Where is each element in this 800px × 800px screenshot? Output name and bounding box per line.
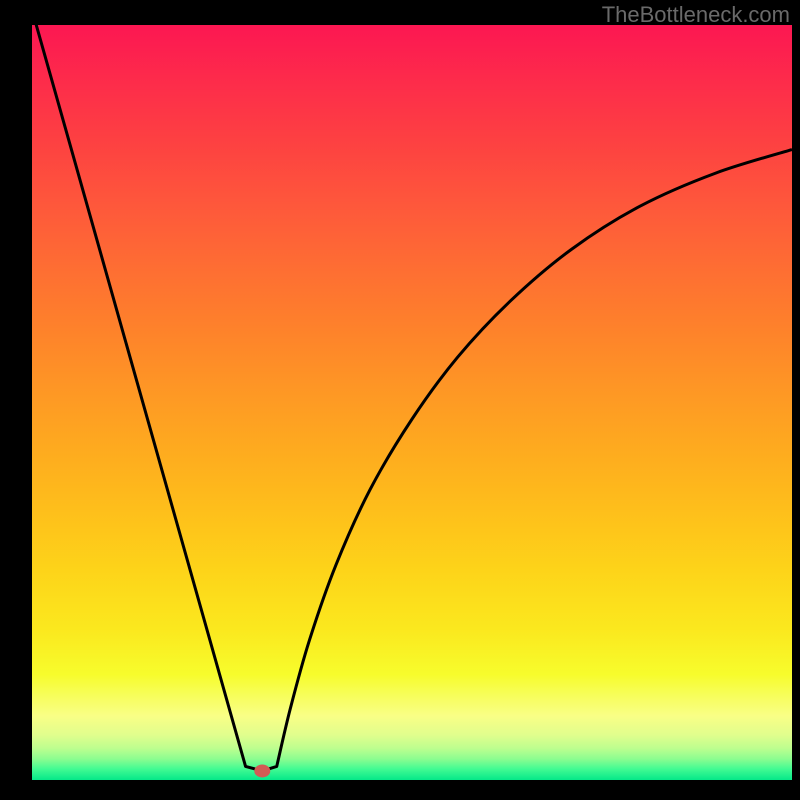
gradient-background [32,25,792,780]
minimum-marker [254,764,270,777]
chart-frame: TheBottleneck.com [0,0,800,800]
plot-area [32,25,792,780]
watermark-text: TheBottleneck.com [602,2,790,28]
plot-svg [32,25,792,780]
